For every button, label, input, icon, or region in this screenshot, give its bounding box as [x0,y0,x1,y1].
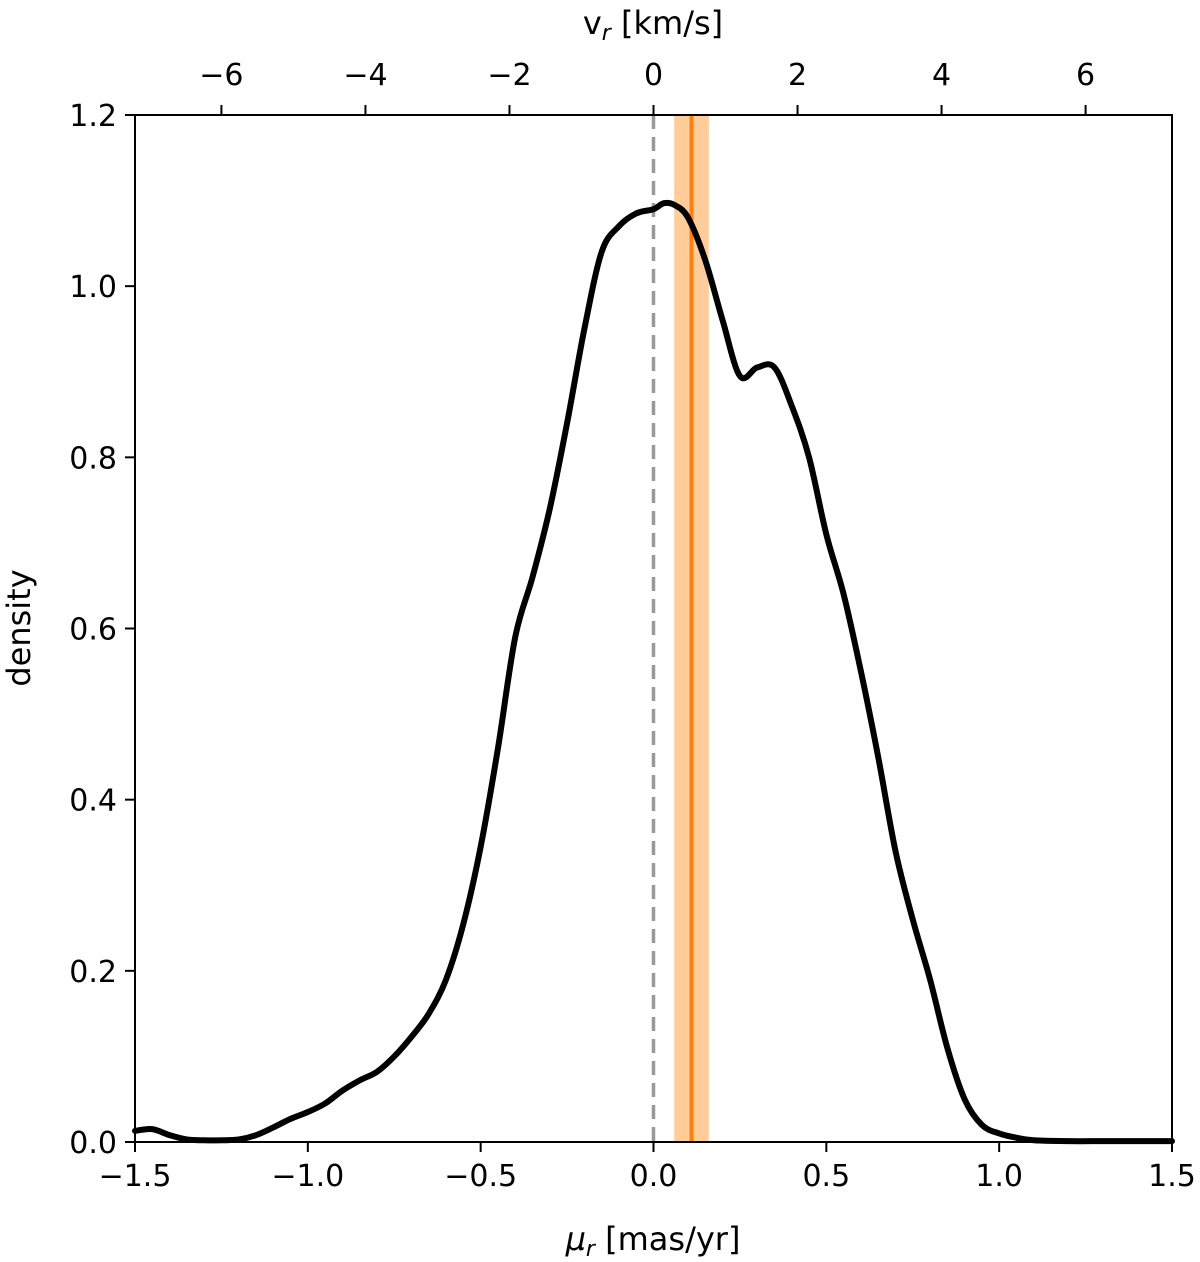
y-tick-label: 1.0 [69,270,117,305]
y-axis-label: density [0,569,38,686]
top-x-tick-label: 0 [644,58,663,93]
y-tick-label: 0.4 [69,784,117,819]
y-tick-label: 1.2 [69,99,117,134]
top-x-tick-label: 4 [932,58,951,93]
x-tick-label: 0.0 [630,1159,678,1194]
top-x-tick-label: −4 [343,58,387,93]
x-tick-label: 1.5 [1148,1159,1196,1194]
y-tick-label: 0.6 [69,613,117,648]
top-x-axis-label: vr [km/s] [583,4,723,46]
y-tick-label: 0.0 [69,1126,117,1161]
x-axis-label: μr [mas/yr] [565,1220,741,1257]
top-x-tick-label: 6 [1076,58,1095,93]
y-tick-label: 0.8 [69,441,117,476]
plot-area [132,115,1175,1145]
top-x-tick-label: −6 [199,58,243,93]
top-x-tick-label: 2 [788,58,807,93]
x-tick-label: −0.5 [444,1159,517,1194]
axis-labels: μr [mas/yr] vr [km/s] density [0,4,741,1262]
x-tick-label: −1.0 [271,1159,344,1194]
y-tick-label: 0.2 [69,955,117,990]
axes: −1.5 −1.0 −0.5 0.0 0.5 1.0 1.5 0.0 0.2 0.4 0.6 0.8 1… [69,58,1196,1194]
top-x-tick-label: −2 [487,58,531,93]
x-tick-label: 0.5 [802,1159,850,1194]
x-tick-label: 1.0 [975,1159,1023,1194]
density-curve [132,199,1175,1145]
x-tick-label: −1.5 [99,1159,172,1194]
